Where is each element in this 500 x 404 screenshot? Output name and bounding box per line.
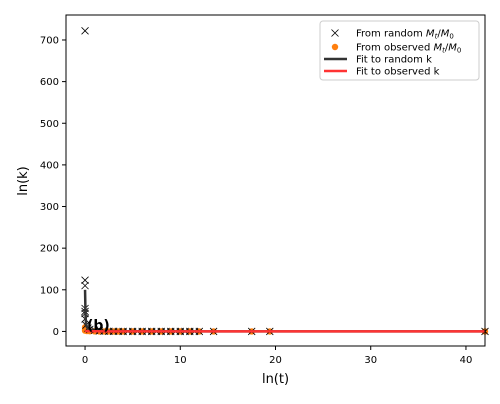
x-axis-label: ln(t)	[262, 372, 289, 387]
y-tick-label: 200	[40, 244, 59, 255]
y-tick-label: 400	[40, 160, 59, 171]
series-line	[84, 329, 485, 333]
y-tick-label: 500	[40, 119, 59, 130]
x-tick-label: 40	[460, 355, 473, 366]
panel-label: (b)	[87, 318, 110, 334]
plot-marks	[81, 27, 489, 336]
legend-label: Fit to observed k	[356, 67, 440, 78]
data-point-random	[81, 281, 89, 290]
y-tick-label: 700	[40, 35, 59, 46]
y-axis: 0 100 200 300 400 500 600 700	[40, 35, 66, 338]
legend-marker-observed	[331, 43, 339, 51]
x-tick-label: 30	[364, 355, 377, 366]
data-point-random	[81, 276, 89, 284]
y-tick-label: 0	[53, 327, 59, 338]
x-tick-label: 20	[269, 355, 282, 366]
x-tick-label: 0	[82, 355, 88, 366]
legend-label: Fit to random k	[356, 55, 432, 66]
legend-label: From observed Mt/M0	[356, 43, 461, 55]
x-axis: 0 10 20 30 40	[82, 346, 472, 366]
legend-box	[319, 20, 480, 81]
y-tick-label: 300	[40, 202, 59, 213]
x-tick-label: 10	[174, 355, 187, 366]
legend-label: From random Mt/M0	[356, 29, 454, 41]
legend-marker-random	[331, 29, 339, 37]
data-point-random	[81, 27, 89, 35]
y-axis-label: ln(k)	[16, 166, 31, 196]
y-tick-label: 100	[40, 285, 59, 296]
y-tick-label: 600	[40, 77, 59, 88]
